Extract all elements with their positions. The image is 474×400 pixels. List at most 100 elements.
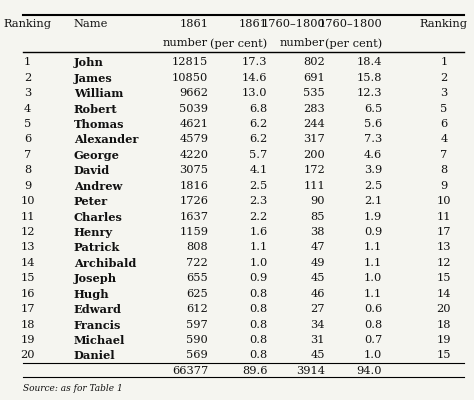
Text: 47: 47	[310, 242, 325, 252]
Text: Francis: Francis	[74, 320, 121, 330]
Text: 14: 14	[437, 289, 451, 299]
Text: 1: 1	[440, 57, 447, 67]
Text: 18: 18	[20, 320, 35, 330]
Text: William: William	[74, 88, 123, 99]
Text: 18.4: 18.4	[357, 57, 382, 67]
Text: (per cent): (per cent)	[325, 38, 382, 49]
Text: 0.8: 0.8	[249, 335, 268, 345]
Text: Andrew: Andrew	[74, 181, 122, 192]
Text: 8: 8	[440, 165, 447, 175]
Text: 0.9: 0.9	[249, 273, 268, 283]
Text: 5039: 5039	[179, 104, 208, 114]
Text: Thomas: Thomas	[74, 119, 124, 130]
Text: 5.7: 5.7	[249, 150, 268, 160]
Text: 94.0: 94.0	[357, 366, 382, 376]
Text: Ranking: Ranking	[420, 18, 468, 28]
Text: 655: 655	[186, 273, 208, 283]
Text: (per cent): (per cent)	[210, 38, 268, 49]
Text: 45: 45	[310, 350, 325, 360]
Text: 4: 4	[440, 134, 447, 144]
Text: 17.3: 17.3	[242, 57, 268, 67]
Text: 66377: 66377	[172, 366, 208, 376]
Text: 3: 3	[24, 88, 31, 98]
Text: 1.1: 1.1	[364, 289, 382, 299]
Text: 1: 1	[24, 57, 31, 67]
Text: 4220: 4220	[179, 150, 208, 160]
Text: 7: 7	[24, 150, 31, 160]
Text: 49: 49	[310, 258, 325, 268]
Text: 10: 10	[20, 196, 35, 206]
Text: 10: 10	[437, 196, 451, 206]
Text: 722: 722	[186, 258, 208, 268]
Text: 7.3: 7.3	[364, 134, 382, 144]
Text: 1.6: 1.6	[249, 227, 268, 237]
Text: 2: 2	[24, 73, 31, 83]
Text: 38: 38	[310, 227, 325, 237]
Text: 0.9: 0.9	[364, 227, 382, 237]
Text: 7: 7	[440, 150, 447, 160]
Text: 46: 46	[310, 289, 325, 299]
Text: 3075: 3075	[179, 165, 208, 175]
Text: 11: 11	[437, 212, 451, 222]
Text: John: John	[74, 57, 104, 68]
Text: James: James	[74, 73, 112, 84]
Text: Daniel: Daniel	[74, 350, 115, 362]
Text: 569: 569	[186, 350, 208, 360]
Text: 14.6: 14.6	[242, 73, 268, 83]
Text: 1816: 1816	[179, 181, 208, 191]
Text: Peter: Peter	[74, 196, 108, 207]
Text: 6.8: 6.8	[249, 104, 268, 114]
Text: 0.8: 0.8	[364, 320, 382, 330]
Text: Edward: Edward	[74, 304, 122, 315]
Text: 6: 6	[24, 134, 31, 144]
Text: 283: 283	[303, 104, 325, 114]
Text: 244: 244	[303, 119, 325, 129]
Text: Michael: Michael	[74, 335, 125, 346]
Text: Hugh: Hugh	[74, 289, 109, 300]
Text: Source: as for Table 1: Source: as for Table 1	[23, 384, 123, 393]
Text: 90: 90	[310, 196, 325, 206]
Text: 1.0: 1.0	[364, 350, 382, 360]
Text: 17: 17	[437, 227, 451, 237]
Text: 1861: 1861	[239, 18, 268, 28]
Text: 85: 85	[310, 212, 325, 222]
Text: 0.6: 0.6	[364, 304, 382, 314]
Text: 1159: 1159	[179, 227, 208, 237]
Text: 3914: 3914	[296, 366, 325, 376]
Text: 317: 317	[303, 134, 325, 144]
Text: 8: 8	[24, 165, 31, 175]
Text: 13: 13	[20, 242, 35, 252]
Text: 5.6: 5.6	[364, 119, 382, 129]
Text: 15: 15	[437, 273, 451, 283]
Text: 1.0: 1.0	[249, 258, 268, 268]
Text: 172: 172	[303, 165, 325, 175]
Text: 4579: 4579	[179, 134, 208, 144]
Text: 2.5: 2.5	[249, 181, 268, 191]
Text: Henry: Henry	[74, 227, 113, 238]
Text: 11: 11	[20, 212, 35, 222]
Text: 15.8: 15.8	[357, 73, 382, 83]
Text: 4621: 4621	[179, 119, 208, 129]
Text: 12: 12	[437, 258, 451, 268]
Text: 2.1: 2.1	[364, 196, 382, 206]
Text: 0.8: 0.8	[249, 304, 268, 314]
Text: 19: 19	[437, 335, 451, 345]
Text: 12.3: 12.3	[357, 88, 382, 98]
Text: 1861: 1861	[179, 18, 208, 28]
Text: George: George	[74, 150, 119, 161]
Text: 6.2: 6.2	[249, 119, 268, 129]
Text: 20: 20	[437, 304, 451, 314]
Text: 12815: 12815	[172, 57, 208, 67]
Text: 6.5: 6.5	[364, 104, 382, 114]
Text: 1.9: 1.9	[364, 212, 382, 222]
Text: 1.1: 1.1	[364, 258, 382, 268]
Text: 9: 9	[24, 181, 31, 191]
Text: Archibald: Archibald	[74, 258, 136, 269]
Text: 625: 625	[186, 289, 208, 299]
Text: 2.3: 2.3	[249, 196, 268, 206]
Text: 45: 45	[310, 273, 325, 283]
Text: 3: 3	[440, 88, 447, 98]
Text: 16: 16	[20, 289, 35, 299]
Text: 612: 612	[186, 304, 208, 314]
Text: 89.6: 89.6	[242, 366, 268, 376]
